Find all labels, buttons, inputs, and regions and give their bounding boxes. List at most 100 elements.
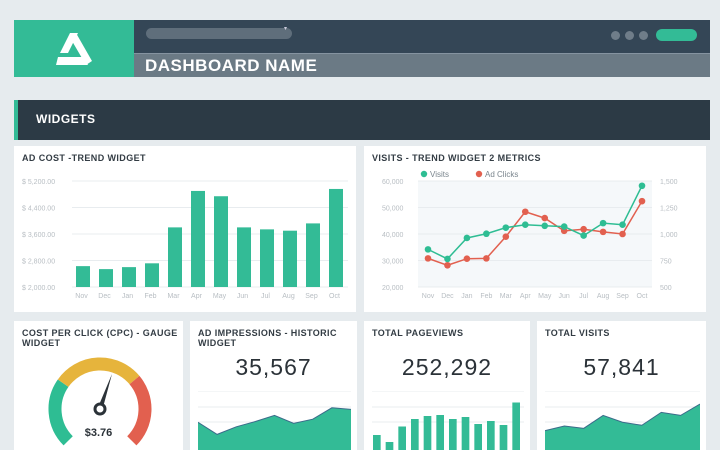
y-tick-label-right: 500 <box>660 285 672 292</box>
x-tick-label: Jul <box>261 293 270 300</box>
area <box>545 404 700 450</box>
area-line <box>545 403 700 432</box>
legend-marker <box>475 170 483 178</box>
dashboard-name: DASHBOARD NAME <box>145 56 318 75</box>
data-point <box>444 255 451 263</box>
gauge <box>48 357 152 446</box>
section-header: WIDGETS <box>14 100 710 140</box>
y-tick-label-left: 30,000 <box>382 259 404 266</box>
bar <box>398 426 406 450</box>
x-tick-label: Nov <box>75 293 88 300</box>
y-tick-label: $ 2,000.00 <box>22 285 55 292</box>
area-line <box>198 407 351 435</box>
total-visits-value: 57,841 <box>583 354 660 380</box>
bar <box>499 425 508 450</box>
ad-impressions-widget: AD IMPRESSIONS - HISTORIC WIDGET 35,567 <box>190 321 357 450</box>
action-button[interactable] <box>656 29 697 41</box>
widget-title: AD IMPRESSIONS - HISTORIC WIDGET <box>198 328 337 348</box>
gauge-arc-red <box>126 375 152 446</box>
legend-label: Visits <box>430 170 449 179</box>
dashboard-dropdown[interactable]: ▾ <box>146 26 292 39</box>
pageviews-value: 252,292 <box>401 354 493 380</box>
gauge-arc-green <box>48 379 73 446</box>
x-tick-label: Dec <box>98 293 111 300</box>
data-point <box>580 225 587 233</box>
bar <box>237 227 251 287</box>
dot-icon[interactable] <box>625 31 634 40</box>
logo[interactable] <box>14 20 134 77</box>
widget-title: VISITS - TREND WIDGET 2 METRICS <box>372 153 541 163</box>
bar <box>260 229 274 287</box>
x-tick-label: Aug <box>597 293 610 300</box>
impressions-sparkline <box>198 391 351 450</box>
ad-cost-widget: AD COST -TREND WIDGET $ 2,000.00 $ 2,800.… <box>14 146 356 312</box>
pageviews-sparkbars <box>372 391 524 450</box>
bar <box>168 227 182 287</box>
top-bar: ▾ <box>134 20 710 53</box>
dot-icon[interactable] <box>611 31 620 40</box>
x-tick-label: Mar <box>167 293 180 300</box>
bar <box>411 419 419 450</box>
x-tick-label: Apr <box>191 293 203 300</box>
cpc-gauge-widget: COST PER CLICK (CPC) - GAUGE WIDGET $3.76 <box>14 321 183 450</box>
x-tick-label: May <box>538 293 552 300</box>
bar <box>76 266 90 287</box>
bar <box>461 417 470 450</box>
x-tick-label: Nov <box>422 293 435 300</box>
chevron-down-icon: ▾ <box>283 26 287 32</box>
data-point <box>619 230 626 238</box>
total-visits-widget: TOTAL VISITS 57,841 <box>537 321 706 450</box>
data-point <box>444 261 451 269</box>
bar <box>449 419 457 450</box>
area <box>198 407 351 450</box>
bar <box>214 196 228 287</box>
y-tick-label-right: 1,500 <box>660 179 678 186</box>
gauge-pivot <box>93 402 107 416</box>
x-tick-label: Jul <box>579 293 588 300</box>
x-tick-label: Feb <box>480 293 492 300</box>
data-point <box>580 232 587 239</box>
data-point <box>599 228 607 236</box>
visits-trend-chart: 20,000 500 30,000 750 40,000 1,000 50,000 1,250… <box>382 170 678 300</box>
x-tick-label: Jun <box>237 293 248 300</box>
dot-icon[interactable] <box>639 31 648 40</box>
x-tick-label: Aug <box>282 293 295 300</box>
bar <box>306 223 320 287</box>
bar <box>329 188 343 287</box>
y-tick-label: $ 3,600.00 <box>22 232 55 239</box>
dashboard-name-bar: DASHBOARD NAME <box>134 53 710 77</box>
x-tick-label: Oct <box>329 293 340 300</box>
gauge-arc-yellow <box>57 357 140 388</box>
x-tick-label: Mar <box>500 293 513 300</box>
title-line: WIDGET <box>22 338 61 348</box>
gauge-needle <box>97 373 112 410</box>
data-point <box>599 219 607 227</box>
data-point <box>521 208 529 216</box>
y-tick-label-right: 1,250 <box>660 206 678 213</box>
bar <box>385 442 394 450</box>
y-tick-label-left: 20,000 <box>382 285 404 292</box>
pageviews-widget: TOTAL PAGEVIEWS 252,292 <box>364 321 530 450</box>
ad-cost-chart: $ 2,000.00 $ 2,800.00 $ 3,600.00 $ 4,400.00… <box>22 179 348 300</box>
x-tick-label: Oct <box>637 293 648 300</box>
triangle-logo-icon <box>56 32 92 65</box>
impressions-value: 35,567 <box>235 354 312 380</box>
y-tick-label-left: 50,000 <box>382 206 404 213</box>
x-tick-label: Jan <box>122 293 133 300</box>
bar <box>487 421 495 450</box>
bar <box>283 230 297 287</box>
x-tick-label: Sep <box>305 293 318 300</box>
widget-title: TOTAL VISITS <box>545 328 610 338</box>
data-point <box>541 222 549 230</box>
bar <box>145 263 159 287</box>
data-point <box>502 233 510 240</box>
x-tick-label: Dec <box>441 293 454 300</box>
data-point <box>424 255 432 262</box>
x-tick-label: Sep <box>616 293 629 300</box>
data-point <box>638 197 646 205</box>
title-line: AD IMPRESSIONS - HISTORIC <box>198 328 337 338</box>
y-tick-label-right: 1,000 <box>660 232 678 239</box>
data-point <box>463 255 471 262</box>
y-tick-label-right: 750 <box>660 259 672 266</box>
y-tick-label: $ 4,400.00 <box>22 206 55 213</box>
